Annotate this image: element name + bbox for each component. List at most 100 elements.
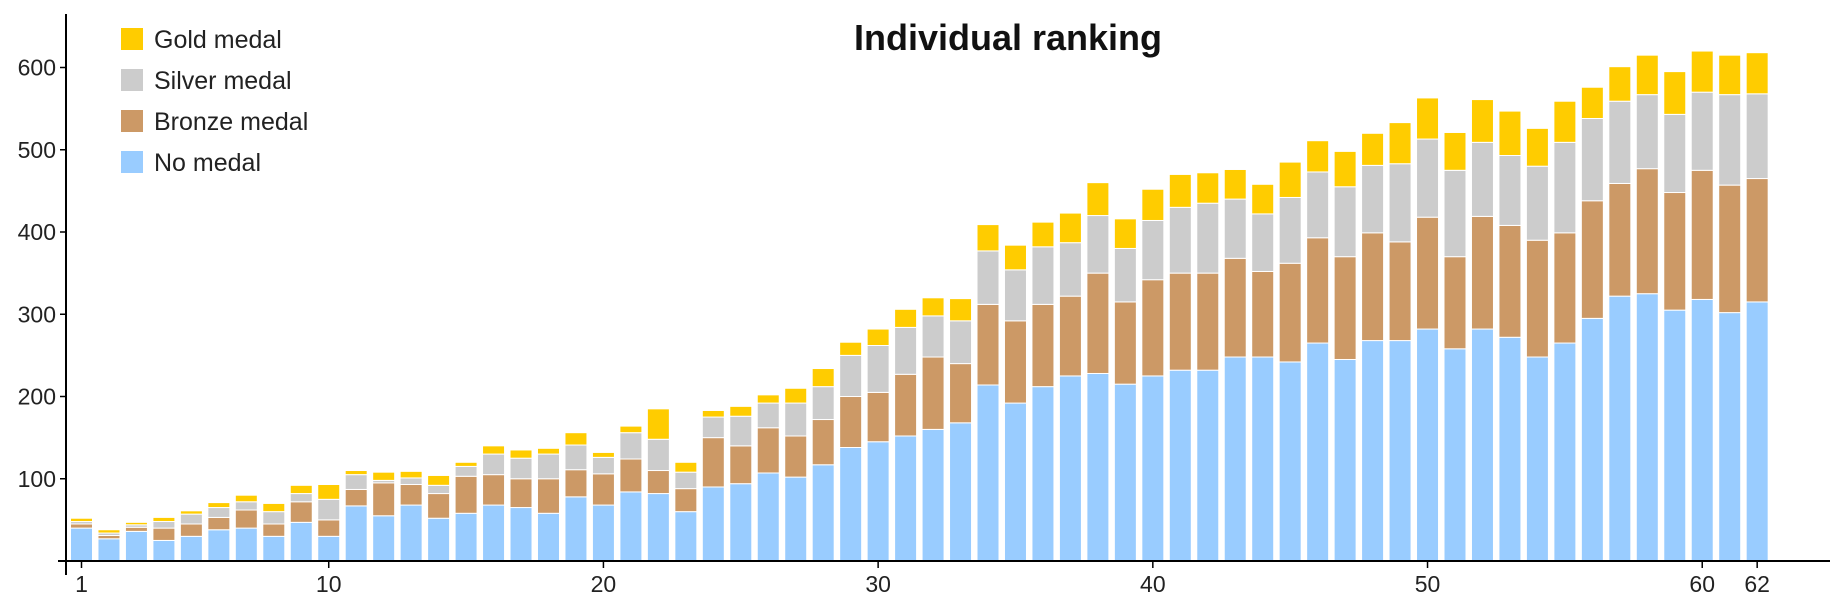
bar-segment-bronze-medal — [646, 470, 670, 495]
bar-segment-silver-medal — [482, 453, 506, 476]
bar-segment-silver-medal — [1745, 93, 1769, 180]
bar-segment-bronze-medal — [1443, 256, 1467, 350]
bar-segment-no-medal — [1663, 309, 1687, 562]
bar-segment-bronze-medal — [536, 478, 560, 514]
bar-segment-bronze-medal — [289, 501, 313, 523]
bar-segment-silver-medal — [179, 513, 203, 525]
bar-segment-bronze-medal — [344, 488, 368, 507]
bar-segment-gold-medal — [1333, 150, 1357, 188]
x-tick-label: 30 — [865, 571, 891, 597]
bar-segment-silver-medal — [1361, 164, 1385, 234]
bar-segment-silver-medal — [427, 484, 451, 495]
bars-layer — [70, 50, 1769, 562]
bar-segment-no-medal — [1196, 369, 1220, 562]
bar-segment-silver-medal — [1113, 247, 1137, 303]
bar-segment-no-medal — [564, 496, 588, 562]
bar-segment-gold-medal — [372, 471, 396, 481]
bar-segment-no-medal — [701, 486, 725, 562]
bar-segment-silver-medal — [729, 415, 753, 447]
legend-label-silver-medal: Silver medal — [154, 67, 292, 95]
bar-segment-no-medal — [976, 384, 1000, 562]
bar-segment-silver-medal — [234, 501, 258, 511]
bar-segment-gold-medal — [1718, 54, 1742, 96]
bar-segment-bronze-medal — [1031, 303, 1055, 388]
bar-segment-bronze-medal — [1663, 192, 1687, 311]
bar-segment-gold-medal — [1525, 127, 1549, 167]
bar-segment-bronze-medal — [1003, 320, 1027, 404]
bar-segment-no-medal — [1361, 340, 1385, 562]
y-tick-label: 300 — [18, 301, 56, 327]
bar-segment-bronze-medal — [701, 437, 725, 488]
bar-segment-bronze-medal — [1251, 270, 1275, 358]
y-tick-label: 100 — [18, 466, 56, 492]
bar-segment-gold-medal — [701, 409, 725, 418]
bar-segment-no-medal — [1141, 375, 1165, 562]
y-ticks-layer: 100 200 300 400 500 600 — [18, 55, 66, 492]
bar-segment-gold-medal — [1553, 100, 1577, 143]
bar-segment-silver-medal — [344, 474, 368, 490]
bar-segment-silver-medal — [784, 402, 808, 437]
bar-segment-no-medal — [1086, 372, 1110, 562]
bar-segment-bronze-medal — [1745, 178, 1769, 303]
bar-segment-gold-medal — [1168, 173, 1192, 208]
bar-segment-no-medal — [1553, 342, 1577, 562]
bar-segment-no-medal — [839, 447, 863, 562]
bar-segment-no-medal — [1278, 361, 1302, 562]
bar-segment-gold-medal — [234, 494, 258, 503]
bar-segment-bronze-medal — [1086, 272, 1110, 374]
bar-segment-gold-medal — [1580, 86, 1604, 119]
bar-segment-gold-medal — [949, 298, 973, 322]
legend: Gold medal Silver medal Bronze medal No med… — [121, 26, 308, 177]
bar-segment-silver-medal — [454, 465, 478, 477]
bar-segment-silver-medal — [262, 511, 286, 525]
bar-segment-no-medal — [427, 517, 451, 562]
bar-segment-silver-medal — [1141, 219, 1165, 281]
bar-segment-gold-medal — [179, 510, 203, 515]
bar-segment-gold-medal — [344, 470, 368, 476]
x-tick-label: 50 — [1415, 571, 1441, 597]
bar-segment-no-medal — [262, 535, 286, 562]
bar-segment-bronze-medal — [70, 523, 93, 529]
bar-segment-no-medal — [866, 441, 890, 562]
legend-label-bronze-medal: Bronze medal — [154, 108, 308, 136]
x-tick-label: 40 — [1140, 571, 1166, 597]
bar-segment-no-medal — [97, 538, 121, 562]
bar-segment-silver-medal — [1003, 269, 1027, 322]
bar-segment-bronze-medal — [1333, 256, 1357, 360]
bar-segment-bronze-medal — [1388, 241, 1412, 342]
bar-segment-bronze-medal — [1635, 168, 1659, 295]
bar-segment-no-medal — [1718, 312, 1742, 562]
bar-segment-no-medal — [536, 512, 560, 562]
bar-segment-bronze-medal — [1306, 237, 1330, 344]
bar-segment-silver-medal — [207, 507, 231, 518]
bar-segment-bronze-medal — [1223, 257, 1247, 358]
bar-segment-no-medal — [207, 529, 231, 562]
legend-label-no-medal: No medal — [154, 149, 261, 177]
bar-segment-silver-medal — [1553, 141, 1577, 234]
bar-segment-silver-medal — [1663, 113, 1687, 194]
bar-segment-no-medal — [1251, 356, 1275, 562]
bar-segment-no-medal — [482, 504, 506, 562]
bar-segment-bronze-medal — [1525, 239, 1549, 358]
bar-segment-bronze-medal — [482, 474, 506, 506]
bar-segment-bronze-medal — [866, 391, 890, 443]
bar-segment-silver-medal — [1223, 198, 1247, 259]
bar-segment-silver-medal — [1608, 100, 1632, 184]
bar-segment-no-medal — [1168, 369, 1192, 562]
bar-segment-gold-medal — [839, 341, 863, 356]
bar-segment-no-medal — [372, 515, 396, 562]
bar-segment-silver-medal — [1525, 165, 1549, 241]
bar-segment-silver-medal — [1718, 94, 1742, 186]
bar-segment-no-medal — [179, 535, 203, 562]
bar-segment-silver-medal — [152, 521, 176, 529]
bar-segment-bronze-medal — [1361, 232, 1385, 342]
bar-segment-gold-medal — [591, 451, 615, 458]
bar-segment-gold-medal — [124, 521, 148, 526]
bar-segment-silver-medal — [949, 320, 973, 365]
x-tick-label: 1 — [75, 571, 88, 597]
bar-segment-bronze-medal — [207, 516, 231, 531]
bar-segment-silver-medal — [317, 498, 341, 521]
bar-segment-bronze-medal — [1168, 272, 1192, 371]
bar-segment-no-medal — [70, 527, 93, 562]
bar-segment-gold-medal — [564, 432, 588, 446]
